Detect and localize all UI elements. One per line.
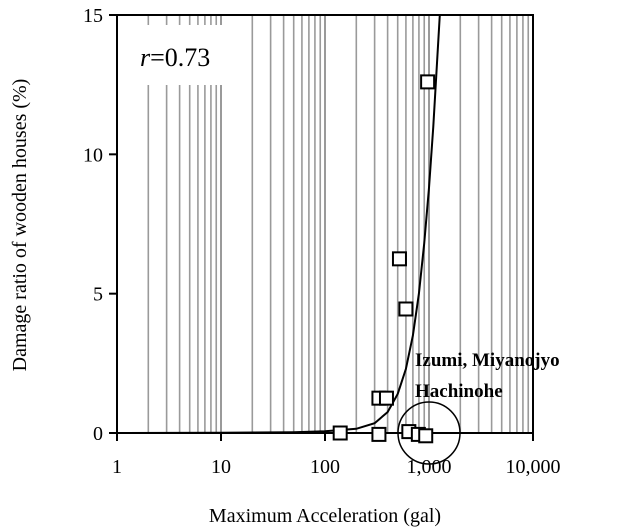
r-value: =0.73 bbox=[150, 43, 210, 72]
axis-labels: Maximum Acceleration (gal) Damage ratio … bbox=[9, 79, 441, 527]
data-point bbox=[391, 251, 407, 267]
y-tick-label: 0 bbox=[93, 423, 103, 445]
data-points bbox=[332, 74, 436, 444]
fit-curve-layer bbox=[117, 15, 441, 433]
y-axis-title: Damage ratio of wooden houses (%) bbox=[9, 79, 31, 372]
data-point bbox=[378, 390, 394, 406]
x-axis-title: Maximum Acceleration (gal) bbox=[209, 505, 441, 527]
x-tick-label: 1 bbox=[112, 456, 122, 478]
fit-curve bbox=[117, 15, 441, 433]
y-tick-label: 15 bbox=[83, 5, 103, 27]
highlight-circle bbox=[397, 401, 461, 465]
data-point bbox=[332, 425, 348, 441]
data-point bbox=[420, 74, 436, 90]
r-symbol: r bbox=[140, 43, 151, 72]
annotations: r=0.73 Izumi, Miyanojyo Hachinohe bbox=[140, 43, 560, 465]
x-tick-label: 100 bbox=[310, 456, 340, 478]
label-hachinohe: Hachinohe bbox=[415, 381, 503, 402]
r-value-background bbox=[125, 25, 245, 85]
r-value-label: r=0.73 bbox=[140, 43, 210, 72]
data-point bbox=[371, 426, 387, 442]
y-tick-label: 10 bbox=[83, 144, 103, 166]
x-tick-label: 10 bbox=[211, 456, 231, 478]
label-izumi-miyanojyo: Izumi, Miyanojyo bbox=[415, 350, 560, 371]
y-tick-label: 5 bbox=[93, 284, 103, 306]
x-tick-label: 10,000 bbox=[506, 456, 561, 478]
data-point bbox=[398, 301, 414, 317]
data-point bbox=[418, 428, 434, 444]
